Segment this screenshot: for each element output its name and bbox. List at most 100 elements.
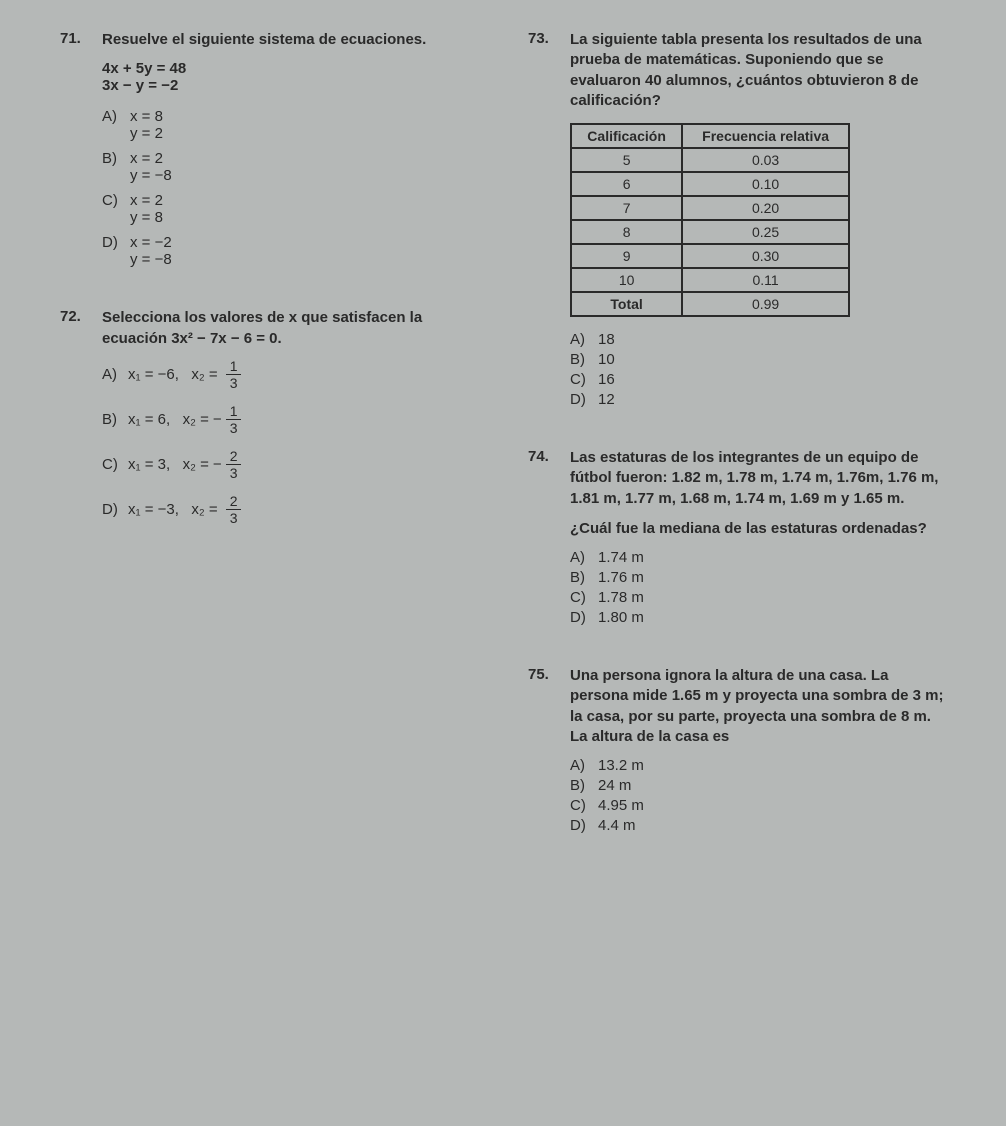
table-cell: 9 — [571, 244, 682, 268]
option-label: D) — [570, 609, 592, 626]
table-cell: 0.25 — [682, 220, 849, 244]
option-d: D) x = −2 y = −8 — [102, 234, 478, 268]
option-a: A)13.2 m — [570, 757, 946, 774]
option-label: B) — [102, 150, 124, 167]
left-column: 71. Resuelve el siguiente sistema de ecu… — [60, 30, 478, 874]
fraction: 2 3 — [226, 494, 242, 525]
option-label: C) — [102, 192, 124, 209]
option-line2: y = −8 — [130, 251, 172, 268]
table-cell: 0.10 — [682, 172, 849, 196]
option-value: 4.95 m — [598, 797, 644, 814]
equation-2: 3x − y = −2 — [102, 77, 478, 94]
question-subprompt: ¿Cuál fue la mediana de las estaturas or… — [570, 519, 946, 539]
question-number: 74. — [528, 448, 558, 509]
equation-1: 4x + 5y = 48 — [102, 60, 478, 77]
table-row: Total0.99 — [571, 292, 849, 316]
option-label: B) — [102, 411, 124, 428]
option-c: C) x = 2 y = 8 — [102, 192, 478, 226]
option-b: B) x = 2 y = −8 — [102, 150, 478, 184]
question-number: 72. — [60, 308, 90, 349]
question-prompt: Las estaturas de los integrantes de un e… — [570, 448, 946, 509]
table-cell: 0.20 — [682, 196, 849, 220]
fraction-sign: − — [213, 456, 222, 473]
option-label: C) — [570, 371, 592, 388]
question-71: 71. Resuelve el siguiente sistema de ecu… — [60, 30, 478, 268]
option-value: 1.74 m — [598, 549, 644, 566]
table-row: 50.03 — [571, 148, 849, 172]
option-d: D)4.4 m — [570, 817, 946, 834]
option-line2: y = 8 — [130, 209, 163, 226]
option-label: C) — [570, 797, 592, 814]
option-a: A) x₁ = −6, x₂ = 1 3 — [102, 359, 478, 390]
options-list: A)13.2 m B) 24 m C) 4.95 m D)4.4 m — [570, 757, 946, 834]
table-cell: 0.30 — [682, 244, 849, 268]
option-label: B) — [570, 351, 592, 368]
question-number: 75. — [528, 666, 558, 747]
option-c: C) 4.95 m — [570, 797, 946, 814]
option-value: 1.78 m — [598, 589, 644, 606]
option-c: C) x₁ = 3, x₂ = − 2 3 — [102, 449, 478, 480]
option-label: A) — [570, 331, 592, 348]
question-72: 72. Selecciona los valores de x que sati… — [60, 308, 478, 525]
question-74: 74. Las estaturas de los integrantes de … — [528, 448, 946, 626]
option-label: B) — [570, 777, 592, 794]
option-label: D) — [570, 391, 592, 408]
option-line1: x = −2 — [130, 234, 172, 251]
fraction-num: 2 — [226, 494, 242, 510]
question-prompt: Selecciona los valores de x que satisfac… — [102, 308, 478, 349]
option-value: 1.76 m — [598, 569, 644, 586]
frequency-table: Calificación Frecuencia relativa 50.03 6… — [570, 123, 946, 317]
option-lead: x₁ = 6, x₂ = — [128, 411, 209, 428]
option-d: D) 12 — [570, 391, 946, 408]
table-cell: Total — [571, 292, 682, 316]
table-cell: 0.11 — [682, 268, 849, 292]
fraction-den: 3 — [226, 465, 242, 480]
fraction-den: 3 — [226, 510, 242, 525]
table-row: 80.25 — [571, 220, 849, 244]
fraction: 2 3 — [226, 449, 242, 480]
table-cell: 6 — [571, 172, 682, 196]
option-a: A) x = 8 y = 2 — [102, 108, 478, 142]
fraction-den: 3 — [226, 420, 242, 435]
option-c: C) 1.78 m — [570, 589, 946, 606]
option-label: D) — [102, 234, 124, 251]
option-label: A) — [102, 108, 124, 125]
option-lead: x₁ = −3, x₂ = — [128, 501, 218, 518]
right-column: 73. La siguiente tabla presenta los resu… — [528, 30, 946, 874]
option-value: 12 — [598, 391, 615, 408]
fraction: 1 3 — [226, 404, 242, 435]
option-d: D) x₁ = −3, x₂ = 2 3 — [102, 494, 478, 525]
option-label: B) — [570, 569, 592, 586]
fraction-sign: − — [213, 411, 222, 428]
option-lead: x₁ = 3, x₂ = — [128, 456, 209, 473]
option-label: C) — [570, 589, 592, 606]
option-value: 1.80 m — [598, 609, 644, 626]
option-d: D) 1.80 m — [570, 609, 946, 626]
option-line2: y = −8 — [130, 167, 172, 184]
fraction-num: 1 — [226, 359, 242, 375]
table-header: Frecuencia relativa — [682, 124, 849, 148]
table-row: 60.10 — [571, 172, 849, 196]
option-value: 4.4 m — [598, 817, 636, 834]
option-b: B) 24 m — [570, 777, 946, 794]
option-lead: x₁ = −6, x₂ = — [128, 366, 218, 383]
question-prompt: La siguiente tabla presenta los resultad… — [570, 30, 946, 111]
table-cell: 8 — [571, 220, 682, 244]
option-value: 24 m — [598, 777, 631, 794]
option-b: B) x₁ = 6, x₂ = − 1 3 — [102, 404, 478, 435]
options-list: A) x₁ = −6, x₂ = 1 3 B) x₁ = 6, x₂ = − — [102, 359, 478, 525]
fraction-den: 3 — [226, 375, 242, 390]
options-list: A)18 B)10 C)16 D)12 — [570, 331, 946, 408]
option-line1: x = 8 — [130, 108, 163, 125]
option-label: A) — [570, 549, 592, 566]
question-number: 73. — [528, 30, 558, 111]
option-label: C) — [102, 456, 124, 473]
fraction: 1 3 — [226, 359, 242, 390]
table-cell: 10 — [571, 268, 682, 292]
options-list: A) x = 8 y = 2 B) x = 2 y = −8 — [102, 108, 478, 268]
option-a: A)18 — [570, 331, 946, 348]
table-header: Calificación — [571, 124, 682, 148]
table-row: 100.11 — [571, 268, 849, 292]
table-cell: 0.03 — [682, 148, 849, 172]
table-row: 70.20 — [571, 196, 849, 220]
